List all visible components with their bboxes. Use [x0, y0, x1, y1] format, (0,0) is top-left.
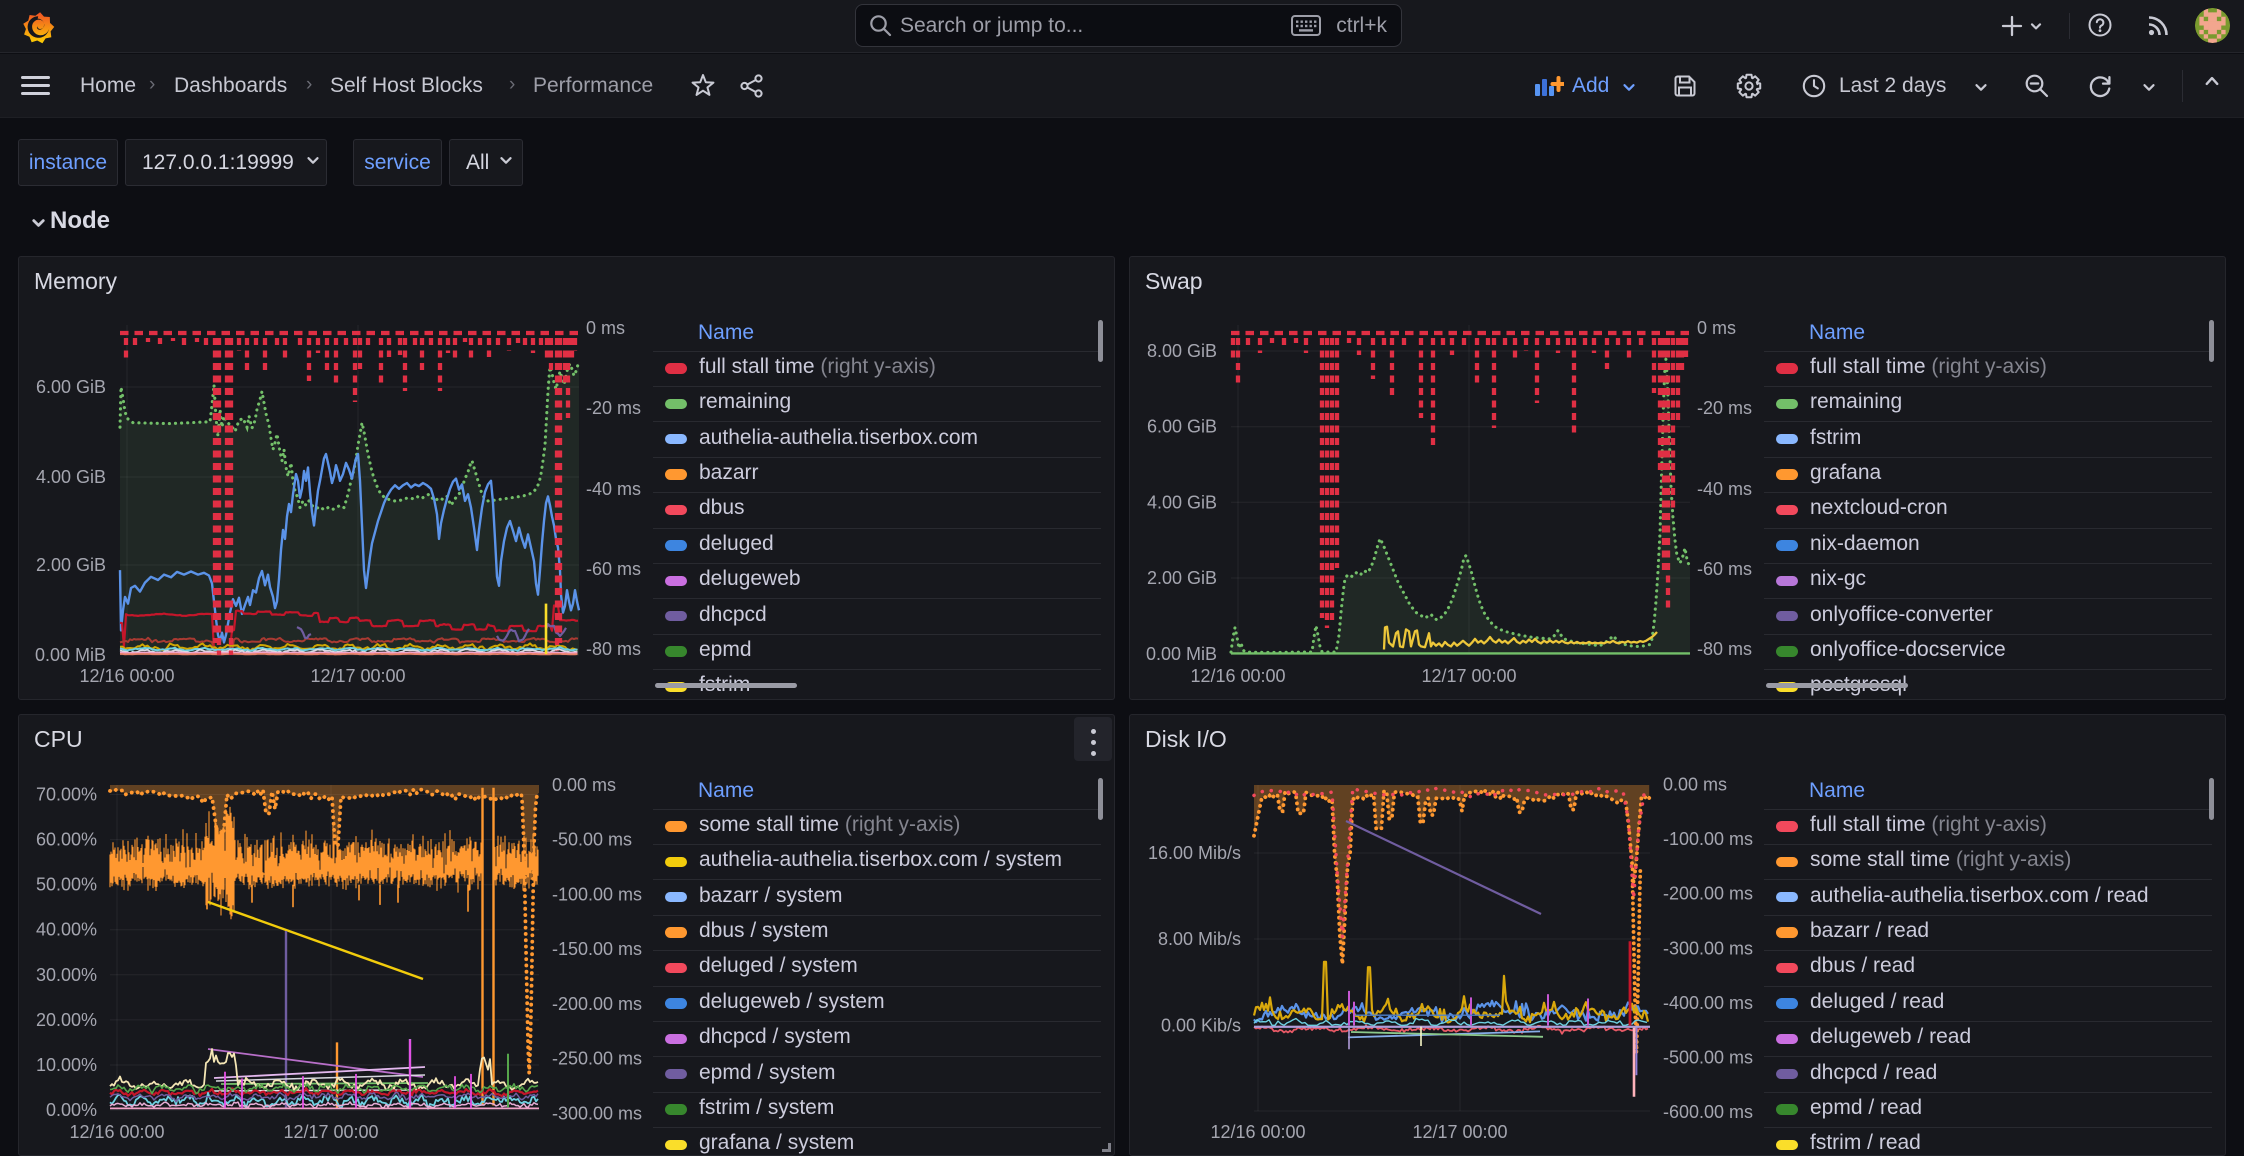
svg-text:-40 ms: -40 ms	[1697, 479, 1752, 499]
svg-text:12/17 00:00: 12/17 00:00	[1412, 1122, 1507, 1142]
svg-text:0.00 MiB: 0.00 MiB	[35, 645, 106, 665]
svg-text:-400.00 ms: -400.00 ms	[1663, 993, 1753, 1013]
svg-text:-300.00 ms: -300.00 ms	[552, 1104, 642, 1124]
svg-text:8.00 Mib/s: 8.00 Mib/s	[1158, 929, 1241, 949]
svg-text:60.00%: 60.00%	[36, 830, 97, 850]
svg-text:-300.00 ms: -300.00 ms	[1663, 938, 1753, 958]
svg-text:0.00 MiB: 0.00 MiB	[1146, 644, 1217, 664]
svg-text:4.00 GiB: 4.00 GiB	[1147, 492, 1217, 512]
svg-text:-50.00 ms: -50.00 ms	[552, 830, 632, 850]
svg-text:8.00 GiB: 8.00 GiB	[1147, 341, 1217, 361]
svg-text:2.00 GiB: 2.00 GiB	[1147, 568, 1217, 588]
svg-text:-40 ms: -40 ms	[586, 479, 641, 499]
svg-text:70.00%: 70.00%	[36, 785, 97, 805]
svg-text:12/17 00:00: 12/17 00:00	[1421, 666, 1516, 686]
svg-text:-100.00 ms: -100.00 ms	[552, 885, 642, 905]
svg-text:10.00%: 10.00%	[36, 1055, 97, 1075]
svg-text:12/17 00:00: 12/17 00:00	[283, 1122, 378, 1142]
svg-text:16.00 Mib/s: 16.00 Mib/s	[1148, 843, 1241, 863]
svg-text:-100.00 ms: -100.00 ms	[1663, 829, 1753, 849]
svg-text:-20 ms: -20 ms	[1697, 398, 1752, 418]
svg-text:-250.00 ms: -250.00 ms	[552, 1049, 642, 1069]
svg-text:12/16 00:00: 12/16 00:00	[69, 1122, 164, 1142]
svg-text:12/16 00:00: 12/16 00:00	[79, 666, 174, 686]
svg-text:-150.00 ms: -150.00 ms	[552, 939, 642, 959]
svg-text:12/16 00:00: 12/16 00:00	[1190, 666, 1285, 686]
svg-text:0 ms: 0 ms	[586, 318, 625, 338]
svg-text:-80 ms: -80 ms	[1697, 639, 1752, 659]
svg-text:-60 ms: -60 ms	[1697, 559, 1752, 579]
svg-text:0.00 ms: 0.00 ms	[1663, 775, 1727, 795]
svg-text:-20 ms: -20 ms	[586, 398, 641, 418]
svg-text:4.00 GiB: 4.00 GiB	[36, 467, 106, 487]
svg-text:6.00 GiB: 6.00 GiB	[1147, 417, 1217, 437]
svg-text:2.00 GiB: 2.00 GiB	[36, 555, 106, 575]
svg-text:-200.00 ms: -200.00 ms	[552, 994, 642, 1014]
svg-text:-60 ms: -60 ms	[586, 559, 641, 579]
svg-text:6.00 GiB: 6.00 GiB	[36, 377, 106, 397]
svg-text:12/17 00:00: 12/17 00:00	[310, 666, 405, 686]
svg-text:50.00%: 50.00%	[36, 875, 97, 895]
svg-text:40.00%: 40.00%	[36, 920, 97, 940]
svg-text:20.00%: 20.00%	[36, 1010, 97, 1030]
svg-text:30.00%: 30.00%	[36, 965, 97, 985]
svg-text:-80 ms: -80 ms	[586, 639, 641, 659]
svg-text:12/16 00:00: 12/16 00:00	[1210, 1122, 1305, 1142]
svg-text:0.00 Kib/s: 0.00 Kib/s	[1161, 1016, 1241, 1036]
svg-text:0 ms: 0 ms	[1697, 318, 1736, 338]
svg-text:0.00%: 0.00%	[46, 1100, 97, 1120]
svg-text:0.00 ms: 0.00 ms	[552, 775, 616, 795]
svg-text:-600.00 ms: -600.00 ms	[1663, 1102, 1753, 1122]
svg-text:-500.00 ms: -500.00 ms	[1663, 1048, 1753, 1068]
svg-text:-200.00 ms: -200.00 ms	[1663, 884, 1753, 904]
